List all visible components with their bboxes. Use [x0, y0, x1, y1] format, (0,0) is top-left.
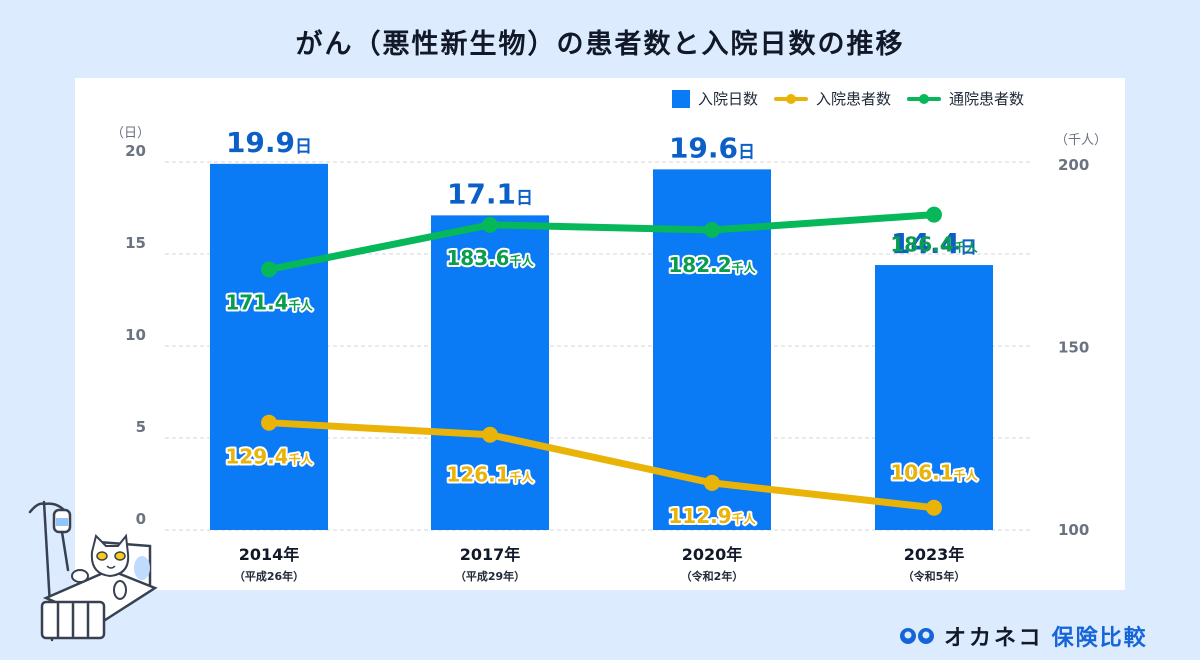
x-axis-sublabel: （平成29年）	[455, 569, 525, 583]
left-axis-tick: 15	[125, 234, 146, 252]
bar-inpatient-days	[210, 163, 328, 530]
legend-line-inpatients	[774, 93, 809, 104]
data-point-outpatients	[261, 261, 277, 278]
legend-item-bar: 入院日数	[672, 88, 758, 109]
line-inpatients	[265, 419, 938, 512]
outpatient-value-label: 182.2千人	[668, 253, 756, 277]
bar-value-label: 17.1日	[447, 177, 533, 210]
x-axis-sublabel: （令和5年）	[903, 569, 966, 583]
logo-service-text: 保険比較	[1051, 626, 1148, 651]
legend-label: 入院日数	[698, 90, 759, 108]
outpatient-value-label: 171.4千人	[225, 290, 313, 314]
left-axis-tick: 0	[136, 510, 146, 528]
bar-inpatient-days	[431, 215, 549, 531]
legend: 入院日数 入院患者数 通院患者数	[672, 88, 1030, 109]
x-axis-sublabel: （平成26年）	[234, 569, 304, 583]
left-axis-tick: 20	[125, 142, 146, 160]
bar-value-label: 19.9日	[226, 126, 312, 159]
bar-value-label: 14.4日	[891, 227, 977, 260]
logo-brand-text: オカネコ	[944, 626, 1044, 651]
left-axis-tick: 10	[125, 326, 146, 344]
legend-label: 通院患者数	[949, 90, 1025, 108]
inpatient-value-label: 112.9千人	[668, 504, 756, 528]
data-point-outpatients	[704, 221, 720, 238]
brand-logo[interactable]: オカネコ 保険比較	[898, 620, 1148, 652]
data-point-outpatients	[482, 216, 498, 233]
left-axis-unit: （日）	[111, 126, 150, 141]
right-axis-tick: 150	[1058, 339, 1089, 357]
bar-inpatient-days	[875, 265, 993, 530]
inpatient-value-label: 129.4千人	[225, 445, 313, 469]
x-axis-label: 2020年	[682, 545, 743, 564]
left-axis-tick: 5	[136, 418, 146, 436]
data-point-outpatients	[926, 206, 942, 223]
right-axis-tick: 100	[1058, 521, 1089, 539]
outpatient-value-label: 186.4千人	[890, 233, 978, 257]
legend-line-outpatients	[907, 93, 942, 104]
right-axis-tick: 200	[1058, 156, 1089, 174]
legend-label: 入院患者数	[816, 90, 892, 108]
okaneko-face-icon	[900, 628, 934, 644]
legend-swatch-inpatient-days	[672, 89, 690, 108]
x-axis-label: 2014年	[239, 545, 300, 564]
inpatient-value-label: 126.1千人	[446, 463, 534, 487]
right-axis-unit: （千人）	[1055, 133, 1107, 148]
x-axis-label: 2023年	[904, 545, 965, 564]
data-point-inpatients	[261, 414, 277, 431]
cat-in-bed-illustration	[28, 500, 158, 642]
bar-value-label: 19.6日	[669, 131, 755, 164]
data-point-inpatients	[482, 426, 498, 443]
legend-item-inpatients: 入院患者数	[774, 88, 891, 109]
inpatient-value-label: 106.1千人	[890, 461, 978, 485]
outpatient-value-label: 183.6千人	[446, 246, 534, 270]
data-point-inpatients	[926, 499, 942, 516]
data-point-inpatients	[704, 474, 720, 491]
legend-item-outpatients: 通院患者数	[907, 88, 1024, 109]
line-outpatients	[265, 211, 938, 273]
x-axis-sublabel: （令和2年）	[681, 569, 744, 583]
chart-title: がん（悪性新生物）の患者数と入院日数の推移	[295, 29, 905, 60]
x-axis-label: 2017年	[460, 545, 521, 564]
